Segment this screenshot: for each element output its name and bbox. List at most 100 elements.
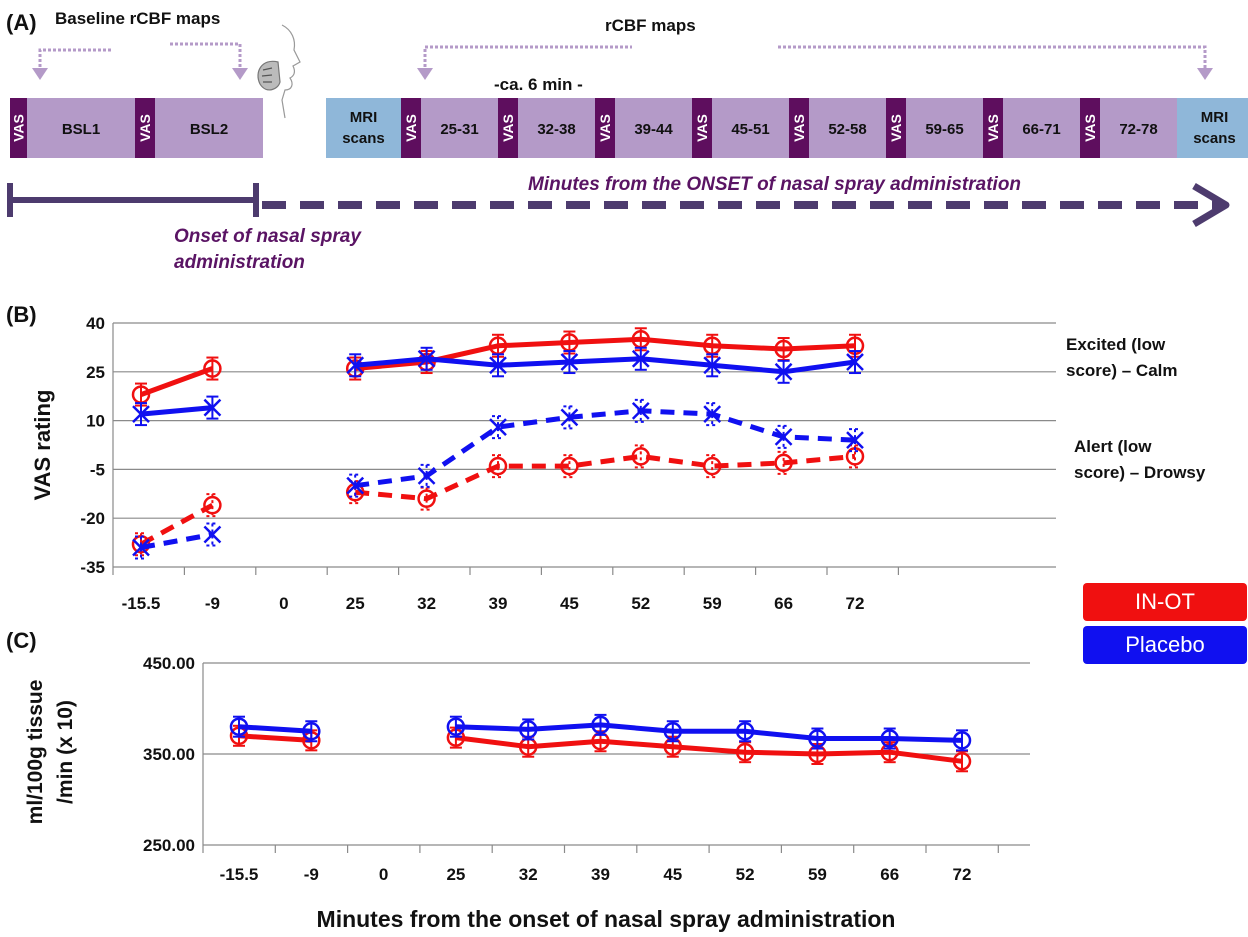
error-bar bbox=[739, 720, 752, 743]
data-point bbox=[774, 453, 793, 473]
vas-label: VAS bbox=[694, 114, 710, 142]
data-point bbox=[702, 456, 722, 476]
error-bar bbox=[883, 727, 896, 750]
duration-note: -ca. 6 min - bbox=[494, 75, 583, 94]
data-point bbox=[488, 456, 508, 476]
annotation-calm-line1: Excited (low bbox=[1066, 335, 1166, 354]
error-bar bbox=[492, 415, 504, 440]
data-point bbox=[346, 476, 365, 495]
block-label: 59-65 bbox=[925, 121, 963, 138]
panel-c-label: (C) bbox=[6, 628, 37, 653]
x-tick-label: 66 bbox=[774, 594, 793, 613]
x-tick-label: 59 bbox=[808, 865, 827, 884]
data-point bbox=[417, 489, 436, 508]
onset-caption-line2: administration bbox=[174, 252, 305, 273]
y-tick-label: 450.00 bbox=[143, 654, 195, 673]
vas-block: VAS bbox=[886, 98, 906, 158]
error-bar bbox=[349, 473, 362, 498]
y-tick-label: 25 bbox=[86, 363, 105, 382]
x-tick-label: 0 bbox=[379, 865, 388, 884]
series-placebo bbox=[229, 713, 972, 752]
data-point bbox=[417, 467, 436, 485]
rcbf-bracket-arrows bbox=[417, 68, 1213, 80]
vas-label: VAS bbox=[888, 114, 904, 142]
rcbf-bracket bbox=[423, 45, 1207, 72]
vas-block: VAS bbox=[595, 98, 615, 158]
time-block: 32-38 bbox=[518, 98, 595, 158]
x-tick-label: 25 bbox=[346, 594, 365, 613]
data-point bbox=[774, 362, 793, 381]
data-point bbox=[631, 401, 650, 420]
x-tick-label: 66 bbox=[880, 865, 899, 884]
panel-a: (A) Baseline rCBF maps rCBF maps -ca. 6 … bbox=[6, 9, 1248, 273]
y-tick-label: 350.00 bbox=[143, 745, 195, 764]
data-point bbox=[846, 353, 864, 371]
data-point bbox=[880, 729, 899, 748]
error-bar bbox=[233, 715, 245, 738]
legend-placebo-label: Placebo bbox=[1125, 632, 1205, 657]
series-line bbox=[238, 733, 312, 743]
data-point bbox=[952, 752, 972, 771]
error-bar bbox=[522, 718, 535, 741]
vas-label: VAS bbox=[985, 114, 1001, 142]
x-tick-label: 39 bbox=[489, 594, 508, 613]
data-point bbox=[446, 717, 466, 736]
series-line bbox=[354, 453, 856, 502]
onset-arrow bbox=[262, 182, 1230, 228]
data-point bbox=[518, 720, 538, 739]
x-tick-label: -15.5 bbox=[122, 594, 161, 613]
error-bar bbox=[594, 713, 607, 736]
y-tick-label: 10 bbox=[86, 412, 105, 431]
series-line bbox=[139, 503, 214, 547]
time-block: 52-58 bbox=[809, 98, 886, 158]
annotation-drowsy-line2: score) – Drowsy bbox=[1074, 463, 1206, 482]
time-block: 45-51 bbox=[712, 98, 789, 158]
panel-c-xlabel: Minutes from the onset of nasal spray ad… bbox=[317, 906, 896, 932]
data-point bbox=[631, 349, 650, 368]
panel-a-label: (A) bbox=[6, 10, 37, 35]
y-tick-label: 40 bbox=[86, 314, 105, 333]
panel-c-grid bbox=[202, 662, 1030, 853]
block-label: 66-71 bbox=[1022, 121, 1060, 138]
data-point bbox=[489, 418, 507, 436]
annotation-calm-line2: score) – Calm bbox=[1066, 361, 1178, 380]
panel-c-series bbox=[229, 713, 972, 773]
panel-c: (C) ml/100g tissue /min (x 10) 450.00 350… bbox=[6, 628, 1030, 932]
data-point bbox=[631, 447, 651, 466]
x-tick-label: 45 bbox=[560, 594, 579, 613]
series-line bbox=[455, 735, 963, 764]
mri-label: scans bbox=[342, 130, 385, 147]
error-bar bbox=[305, 720, 318, 743]
error-bar bbox=[706, 402, 719, 427]
data-point bbox=[774, 427, 793, 446]
data-point bbox=[203, 398, 222, 417]
data-point bbox=[774, 339, 793, 359]
vas-block: VAS bbox=[135, 98, 155, 158]
vas-block: VAS bbox=[789, 98, 809, 158]
vas-label: VAS bbox=[500, 114, 516, 142]
data-point bbox=[560, 408, 579, 427]
onset-bar bbox=[7, 183, 259, 217]
x-tick-label: 0 bbox=[279, 594, 288, 613]
vas-label: VAS bbox=[791, 114, 807, 142]
error-bar bbox=[666, 720, 679, 743]
panel-b-label: (B) bbox=[6, 302, 37, 327]
block-label: 72-78 bbox=[1119, 121, 1157, 138]
x-tick-label: 32 bbox=[417, 594, 436, 613]
mri-block: MRI scans bbox=[1177, 98, 1248, 158]
panel-b-grid bbox=[112, 322, 1056, 575]
panel-c-ylabel-line2: /min (x 10) bbox=[54, 700, 77, 804]
panel-b-series bbox=[131, 327, 865, 560]
time-block: 66-71 bbox=[1003, 98, 1080, 158]
data-point bbox=[591, 715, 610, 735]
data-point bbox=[302, 722, 321, 741]
data-point bbox=[560, 456, 579, 476]
y-tick-label: -20 bbox=[80, 509, 105, 528]
x-tick-label: 25 bbox=[446, 865, 465, 884]
series-placebo-calm bbox=[132, 346, 864, 427]
block-label: 45-51 bbox=[731, 121, 769, 138]
series-line bbox=[354, 356, 856, 375]
data-point bbox=[132, 538, 150, 557]
x-tick-label: -9 bbox=[205, 594, 220, 613]
vas-block: VAS bbox=[498, 98, 518, 158]
